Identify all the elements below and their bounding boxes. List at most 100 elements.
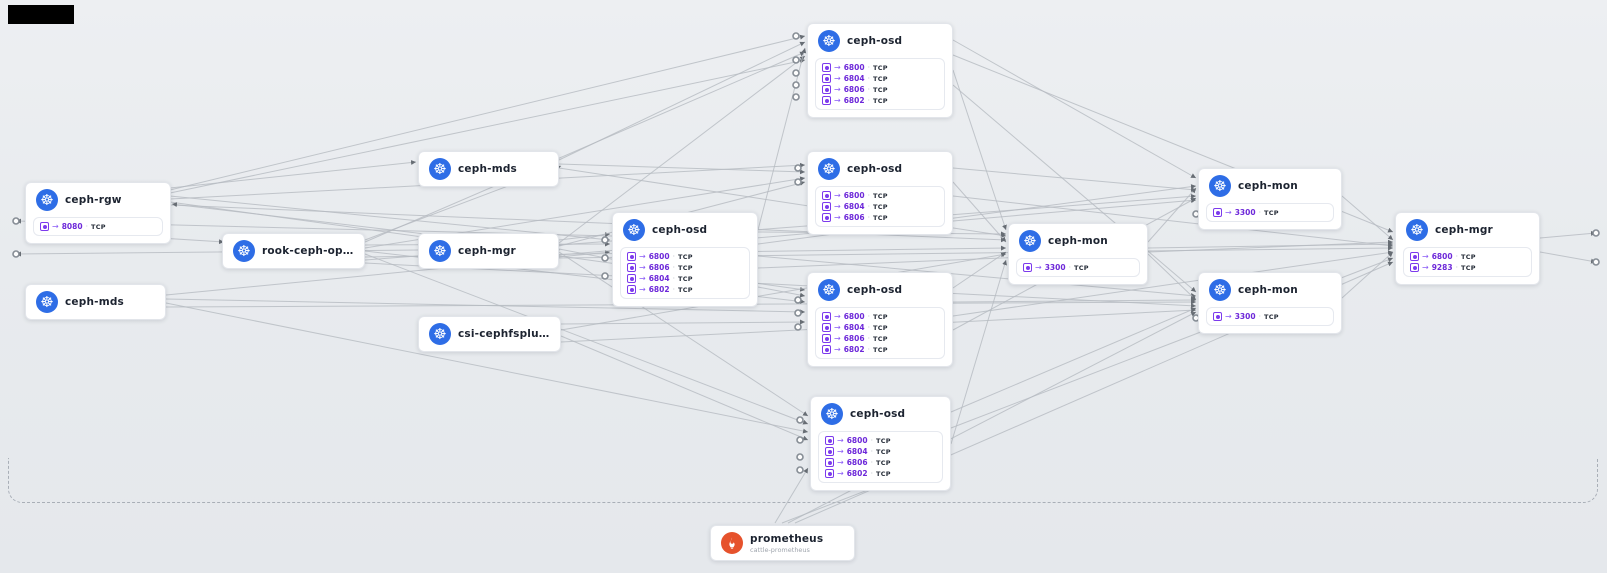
service-subtitle: cattle-prometheus bbox=[750, 545, 810, 554]
redacted-label bbox=[8, 5, 74, 24]
service-title: prometheus bbox=[750, 532, 824, 545]
port-row[interactable]: → 6804 · TCP bbox=[822, 73, 938, 84]
port-number: 6800 bbox=[846, 436, 868, 445]
service-card-header: ☸ ceph-mon bbox=[1199, 169, 1341, 203]
separator-dot: · bbox=[867, 191, 870, 200]
service-card-ceph-osd-d[interactable]: ☸ ceph-osd → 6800 · TCP → 6804 · TCP → 6806 · TCP → 680… bbox=[810, 396, 951, 491]
function-icon bbox=[627, 263, 636, 272]
port-row[interactable]: → 6800 · TCP bbox=[627, 251, 743, 262]
port-row[interactable]: → 6806 · TCP bbox=[822, 333, 938, 344]
port-number: 6802 bbox=[843, 345, 865, 354]
port-row[interactable]: → 3300 · TCP bbox=[1213, 311, 1327, 322]
port-row[interactable]: → 6806 · TCP bbox=[627, 262, 743, 273]
access-points-box: → 6800 · TCP → 6806 · TCP → 6804 · TCP → 6802 · TCP bbox=[620, 247, 750, 299]
port-row[interactable]: → 6802 · TCP bbox=[627, 284, 743, 295]
port-row[interactable]: → 6806 · TCP bbox=[825, 457, 936, 468]
port-row[interactable]: → 6800 · TCP bbox=[1410, 251, 1525, 262]
arrow-right-icon: → bbox=[834, 190, 841, 200]
edge-line bbox=[558, 163, 806, 175]
port-row[interactable]: → 6806 · TCP bbox=[822, 84, 938, 95]
edge-line bbox=[757, 47, 807, 231]
port-number: 6800 bbox=[843, 312, 865, 321]
arrow-right-icon: → bbox=[834, 95, 841, 105]
service-title: ceph-osd bbox=[850, 408, 906, 420]
separator-dot: · bbox=[672, 263, 675, 272]
service-card-ceph-rgw[interactable]: ☸ ceph-rgw → 8080 · TCP bbox=[25, 182, 171, 244]
arrow-right-icon: → bbox=[639, 251, 646, 261]
protocol-label: TCP bbox=[872, 323, 888, 332]
service-card-header: ☸ ceph-mgr bbox=[419, 234, 558, 268]
port-row[interactable]: → 6804 · TCP bbox=[822, 201, 938, 212]
connector-dot bbox=[794, 164, 802, 172]
service-card-ceph-mgr-b[interactable]: ☸ ceph-mgr → 6800 · TCP → 9283 · TCP bbox=[1395, 212, 1540, 285]
port-row[interactable]: → 6800 · TCP bbox=[822, 311, 938, 322]
port-row[interactable]: → 6800 · TCP bbox=[822, 62, 938, 73]
separator-dot: · bbox=[672, 285, 675, 294]
service-card-ceph-mon-rb[interactable]: ☸ ceph-mon → 3300 · TCP bbox=[1198, 272, 1342, 334]
port-row[interactable]: → 8080 · TCP bbox=[40, 221, 156, 232]
port-number: 6804 bbox=[843, 202, 865, 211]
service-title: ceph-mgr bbox=[458, 245, 516, 257]
protocol-label: TCP bbox=[872, 202, 888, 211]
separator-dot: · bbox=[870, 458, 873, 467]
function-icon bbox=[822, 96, 831, 105]
arrow-right-icon: → bbox=[834, 201, 841, 211]
port-row[interactable]: → 6802 · TCP bbox=[822, 344, 938, 355]
port-number: 6806 bbox=[843, 213, 865, 222]
port-number: 6806 bbox=[846, 458, 868, 467]
function-icon bbox=[1410, 252, 1419, 261]
service-title: ceph-osd bbox=[847, 163, 903, 175]
access-points-box: → 6800 · TCP → 6804 · TCP → 6806 · TCP bbox=[815, 186, 945, 227]
service-title: ceph-mon bbox=[1238, 180, 1298, 192]
access-points-box: → 6800 · TCP → 9283 · TCP bbox=[1403, 247, 1532, 277]
service-card-csi-cephfsplugin-provisioner[interactable]: ☸ csi-cephfsplugin-provisio… bbox=[418, 316, 561, 352]
port-number: 6802 bbox=[843, 96, 865, 105]
port-row[interactable]: → 6802 · TCP bbox=[825, 468, 936, 479]
connector-dot bbox=[796, 416, 804, 424]
edge-line bbox=[952, 84, 1197, 293]
service-card-ceph-mds-a[interactable]: ☸ ceph-mds bbox=[418, 151, 559, 187]
function-icon bbox=[825, 436, 834, 445]
separator-dot: · bbox=[867, 202, 870, 211]
function-icon bbox=[822, 191, 831, 200]
connector-dot bbox=[12, 217, 20, 225]
service-card-ceph-mds-b[interactable]: ☸ ceph-mds bbox=[25, 284, 166, 320]
service-card-header: ☸ ceph-osd bbox=[808, 24, 952, 58]
service-card-ceph-mon-rt[interactable]: ☸ ceph-mon → 3300 · TCP bbox=[1198, 168, 1342, 230]
port-row[interactable]: → 6800 · TCP bbox=[825, 435, 936, 446]
service-title-wrap: ceph-mgr bbox=[458, 245, 516, 257]
service-card-ceph-osd-b[interactable]: ☸ ceph-osd → 6800 · TCP → 6804 · TCP → 6806 · TCP bbox=[807, 151, 953, 235]
port-number: 6804 bbox=[843, 74, 865, 83]
service-card-prometheus[interactable]: prometheus cattle-prometheus bbox=[710, 525, 855, 561]
service-card-ceph-osd-center[interactable]: ☸ ceph-osd → 6800 · TCP → 6806 · TCP → 6804 · TCP → 680… bbox=[612, 212, 758, 307]
port-number: 6806 bbox=[843, 85, 865, 94]
protocol-label: TCP bbox=[677, 252, 693, 261]
port-row[interactable]: → 9283 · TCP bbox=[1410, 262, 1525, 273]
service-title: ceph-mon bbox=[1048, 235, 1108, 247]
port-row[interactable]: → 6806 · TCP bbox=[822, 212, 938, 223]
edge-line bbox=[1539, 251, 1597, 264]
service-card-ceph-mgr-a[interactable]: ☸ ceph-mgr bbox=[418, 233, 559, 269]
port-row[interactable]: → 3300 · TCP bbox=[1023, 262, 1133, 273]
port-row[interactable]: → 3300 · TCP bbox=[1213, 207, 1327, 218]
arrow-right-icon: → bbox=[834, 84, 841, 94]
port-row[interactable]: → 6802 · TCP bbox=[822, 95, 938, 106]
service-card-ceph-osd-c[interactable]: ☸ ceph-osd → 6800 · TCP → 6804 · TCP → 6806 · TCP → 680… bbox=[807, 272, 953, 367]
port-row[interactable]: → 6804 · TCP bbox=[825, 446, 936, 457]
service-title: ceph-osd bbox=[847, 284, 903, 296]
service-title-wrap: ceph-osd bbox=[652, 224, 707, 236]
arrow-right-icon: → bbox=[52, 221, 59, 231]
edge-line bbox=[1147, 253, 1197, 301]
port-row[interactable]: → 6804 · TCP bbox=[822, 322, 938, 333]
separator-dot: · bbox=[867, 323, 870, 332]
port-row[interactable]: → 6800 · TCP bbox=[822, 190, 938, 201]
edge-line bbox=[169, 34, 806, 191]
port-row[interactable]: → 6804 · TCP bbox=[627, 273, 743, 284]
service-card-rook-ceph-operator[interactable]: ☸ rook-ceph-operator bbox=[222, 233, 365, 269]
port-number: 6800 bbox=[1431, 252, 1453, 261]
arrow-right-icon: → bbox=[639, 273, 646, 283]
access-points-box: → 3300 · TCP bbox=[1206, 307, 1334, 326]
service-card-ceph-osd-top[interactable]: ☸ ceph-osd → 6800 · TCP → 6804 · TCP → 6806 · TCP → 680… bbox=[807, 23, 953, 118]
service-card-ceph-mon-center[interactable]: ☸ ceph-mon → 3300 · TCP bbox=[1008, 223, 1148, 285]
protocol-label: TCP bbox=[872, 213, 888, 222]
